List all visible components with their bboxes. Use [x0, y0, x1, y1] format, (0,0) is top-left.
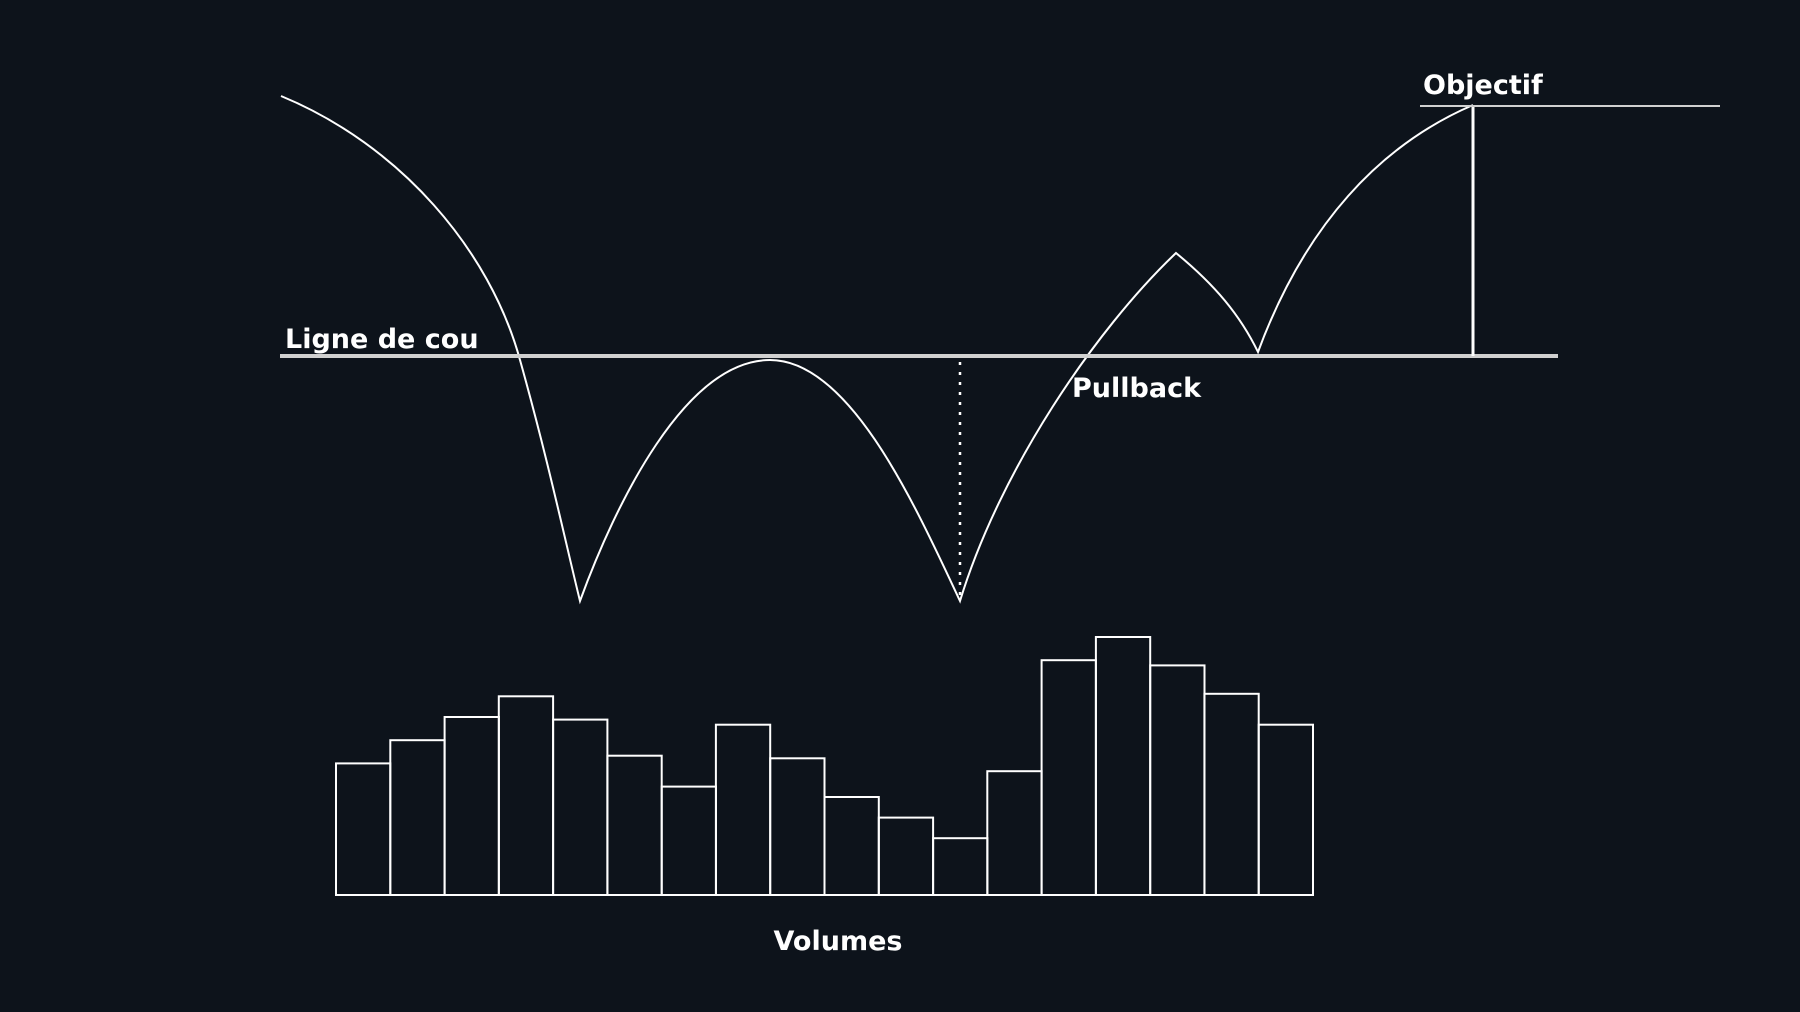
- volume-bar: [660, 785, 718, 896]
- volumes-label: Volumes: [774, 926, 903, 957]
- volume-bar: [1257, 723, 1314, 897]
- volume-bar: [606, 754, 663, 897]
- volume-bar: [335, 762, 392, 897]
- pullback-label: Pullback: [1072, 373, 1202, 404]
- volume-bar: [552, 718, 609, 896]
- volume-bar: [1203, 692, 1260, 896]
- neckline-label: Ligne de cou: [285, 324, 479, 355]
- volume-bar: [823, 796, 880, 896]
- volume-bar: [769, 757, 826, 896]
- volume-bar: [1094, 636, 1152, 896]
- objective-label: Objectif: [1423, 70, 1543, 101]
- volume-bar: [497, 695, 555, 896]
- volume-bar: [1040, 659, 1097, 897]
- volume-bar: [877, 816, 935, 896]
- volume-bars: [335, 636, 1314, 897]
- volume-bar: [443, 716, 500, 896]
- volume-bar: [714, 723, 772, 897]
- volume-bar: [1149, 664, 1206, 897]
- volume-bar: [986, 770, 1043, 897]
- volume-bar: [932, 837, 989, 897]
- volume-bar: [389, 739, 446, 897]
- price-path: [280, 95, 1474, 605]
